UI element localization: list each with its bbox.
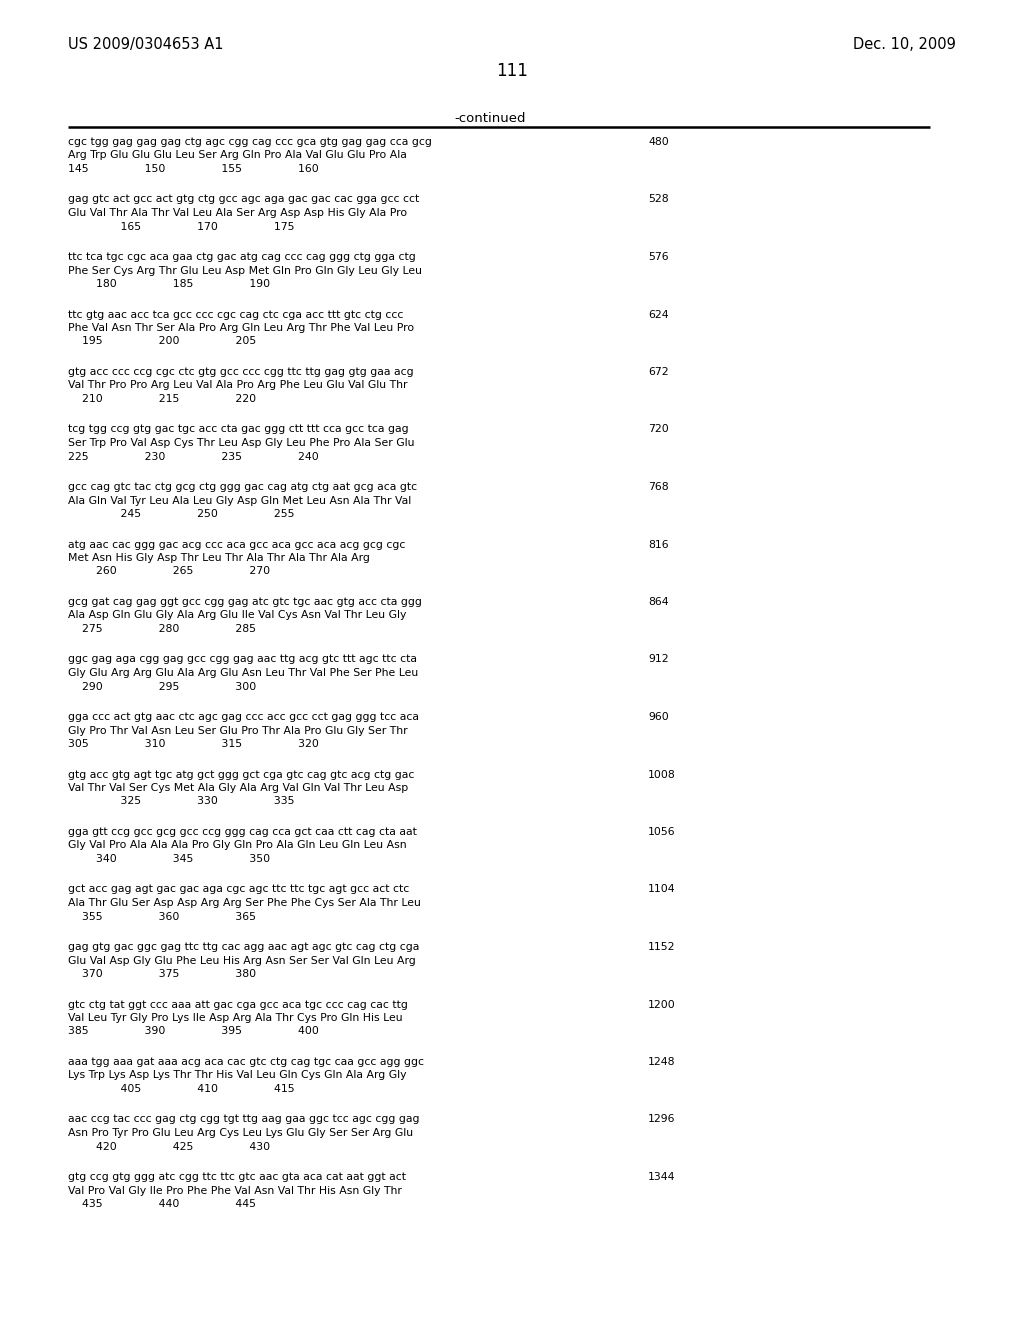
Text: gct acc gag agt gac gac aga cgc agc ttc ttc tgc agt gcc act ctc: gct acc gag agt gac gac aga cgc agc ttc … [68, 884, 410, 895]
Text: gtc ctg tat ggt ccc aaa att gac cga gcc aca tgc ccc cag cac ttg: gtc ctg tat ggt ccc aaa att gac cga gcc … [68, 999, 408, 1010]
Text: Phe Val Asn Thr Ser Ala Pro Arg Gln Leu Arg Thr Phe Val Leu Pro: Phe Val Asn Thr Ser Ala Pro Arg Gln Leu … [68, 323, 414, 333]
Text: 370                375                380: 370 375 380 [68, 969, 256, 979]
Text: aaa tgg aaa gat aaa acg aca cac gtc ctg cag tgc caa gcc agg ggc: aaa tgg aaa gat aaa acg aca cac gtc ctg … [68, 1057, 424, 1067]
Text: Glu Val Asp Gly Glu Phe Leu His Arg Asn Ser Ser Val Gln Leu Arg: Glu Val Asp Gly Glu Phe Leu His Arg Asn … [68, 956, 416, 965]
Text: 1008: 1008 [648, 770, 676, 780]
Text: 355                360                365: 355 360 365 [68, 912, 256, 921]
Text: 435                440                445: 435 440 445 [68, 1199, 256, 1209]
Text: Gly Pro Thr Val Asn Leu Ser Glu Pro Thr Ala Pro Glu Gly Ser Thr: Gly Pro Thr Val Asn Leu Ser Glu Pro Thr … [68, 726, 408, 735]
Text: ttc tca tgc cgc aca gaa ctg gac atg cag ccc cag ggg ctg gga ctg: ttc tca tgc cgc aca gaa ctg gac atg cag … [68, 252, 416, 261]
Text: gtg acc ccc ccg cgc ctc gtg gcc ccc cgg ttc ttg gag gtg gaa acg: gtg acc ccc ccg cgc ctc gtg gcc ccc cgg … [68, 367, 414, 378]
Text: 624: 624 [648, 309, 669, 319]
Text: Phe Ser Cys Arg Thr Glu Leu Asp Met Gln Pro Gln Gly Leu Gly Leu: Phe Ser Cys Arg Thr Glu Leu Asp Met Gln … [68, 265, 422, 276]
Text: Gly Glu Arg Arg Glu Ala Arg Glu Asn Leu Thr Val Phe Ser Phe Leu: Gly Glu Arg Arg Glu Ala Arg Glu Asn Leu … [68, 668, 418, 678]
Text: 245                250                255: 245 250 255 [68, 510, 295, 519]
Text: US 2009/0304653 A1: US 2009/0304653 A1 [68, 37, 223, 51]
Text: Ser Trp Pro Val Asp Cys Thr Leu Asp Gly Leu Phe Pro Ala Ser Glu: Ser Trp Pro Val Asp Cys Thr Leu Asp Gly … [68, 438, 415, 447]
Text: 145                150                155                160: 145 150 155 160 [68, 164, 318, 174]
Text: gtg acc gtg agt tgc atg gct ggg gct cga gtc cag gtc acg ctg gac: gtg acc gtg agt tgc atg gct ggg gct cga … [68, 770, 415, 780]
Text: Val Pro Val Gly Ile Pro Phe Phe Val Asn Val Thr His Asn Gly Thr: Val Pro Val Gly Ile Pro Phe Phe Val Asn … [68, 1185, 401, 1196]
Text: Val Thr Pro Pro Arg Leu Val Ala Pro Arg Phe Leu Glu Val Glu Thr: Val Thr Pro Pro Arg Leu Val Ala Pro Arg … [68, 380, 408, 391]
Text: 305                310                315                320: 305 310 315 320 [68, 739, 318, 748]
Text: 325                330                335: 325 330 335 [68, 796, 295, 807]
Text: Ala Thr Glu Ser Asp Asp Arg Arg Ser Phe Phe Cys Ser Ala Thr Leu: Ala Thr Glu Ser Asp Asp Arg Arg Ser Phe … [68, 898, 421, 908]
Text: 960: 960 [648, 711, 669, 722]
Text: 912: 912 [648, 655, 669, 664]
Text: gga gtt ccg gcc gcg gcc ccg ggg cag cca gct caa ctt cag cta aat: gga gtt ccg gcc gcg gcc ccg ggg cag cca … [68, 828, 417, 837]
Text: 165                170                175: 165 170 175 [68, 222, 295, 231]
Text: 180                185                190: 180 185 190 [68, 279, 270, 289]
Text: gcg gat cag gag ggt gcc cgg gag atc gtc tgc aac gtg acc cta ggg: gcg gat cag gag ggt gcc cgg gag atc gtc … [68, 597, 422, 607]
Text: -continued: -continued [455, 112, 525, 125]
Text: Dec. 10, 2009: Dec. 10, 2009 [853, 37, 956, 51]
Text: aac ccg tac ccc gag ctg cgg tgt ttg aag gaa ggc tcc agc cgg gag: aac ccg tac ccc gag ctg cgg tgt ttg aag … [68, 1114, 420, 1125]
Text: Val Thr Val Ser Cys Met Ala Gly Ala Arg Val Gln Val Thr Leu Asp: Val Thr Val Ser Cys Met Ala Gly Ala Arg … [68, 783, 409, 793]
Text: 1248: 1248 [648, 1057, 676, 1067]
Text: 290                295                300: 290 295 300 [68, 681, 256, 692]
Text: 195                200                205: 195 200 205 [68, 337, 256, 346]
Text: 480: 480 [648, 137, 669, 147]
Text: Asn Pro Tyr Pro Glu Leu Arg Cys Leu Lys Glu Gly Ser Ser Arg Glu: Asn Pro Tyr Pro Glu Leu Arg Cys Leu Lys … [68, 1129, 413, 1138]
Text: 385                390                395                400: 385 390 395 400 [68, 1027, 318, 1036]
Text: atg aac cac ggg gac acg ccc aca gcc aca gcc aca acg gcg cgc: atg aac cac ggg gac acg ccc aca gcc aca … [68, 540, 406, 549]
Text: 225                230                235                240: 225 230 235 240 [68, 451, 318, 462]
Text: ggc gag aga cgg gag gcc cgg gag aac ttg acg gtc ttt agc ttc cta: ggc gag aga cgg gag gcc cgg gag aac ttg … [68, 655, 417, 664]
Text: 576: 576 [648, 252, 669, 261]
Text: 768: 768 [648, 482, 669, 492]
Text: 260                265                270: 260 265 270 [68, 566, 270, 577]
Text: 1056: 1056 [648, 828, 676, 837]
Text: 864: 864 [648, 597, 669, 607]
Text: gag gtc act gcc act gtg ctg gcc agc aga gac gac cac gga gcc cct: gag gtc act gcc act gtg ctg gcc agc aga … [68, 194, 419, 205]
Text: 1152: 1152 [648, 942, 676, 952]
Text: Lys Trp Lys Asp Lys Thr Thr His Val Leu Gln Cys Gln Ala Arg Gly: Lys Trp Lys Asp Lys Thr Thr His Val Leu … [68, 1071, 407, 1081]
Text: 528: 528 [648, 194, 669, 205]
Text: 405                410                415: 405 410 415 [68, 1084, 295, 1094]
Text: 672: 672 [648, 367, 669, 378]
Text: 111: 111 [496, 62, 528, 81]
Text: 1104: 1104 [648, 884, 676, 895]
Text: 1200: 1200 [648, 999, 676, 1010]
Text: 720: 720 [648, 425, 669, 434]
Text: gga ccc act gtg aac ctc agc gag ccc acc gcc cct gag ggg tcc aca: gga ccc act gtg aac ctc agc gag ccc acc … [68, 711, 419, 722]
Text: cgc tgg gag gag gag ctg agc cgg cag ccc gca gtg gag gag cca gcg: cgc tgg gag gag gag ctg agc cgg cag ccc … [68, 137, 432, 147]
Text: 340                345                350: 340 345 350 [68, 854, 270, 865]
Text: Ala Asp Gln Glu Gly Ala Arg Glu Ile Val Cys Asn Val Thr Leu Gly: Ala Asp Gln Glu Gly Ala Arg Glu Ile Val … [68, 610, 407, 620]
Text: gcc cag gtc tac ctg gcg ctg ggg gac cag atg ctg aat gcg aca gtc: gcc cag gtc tac ctg gcg ctg ggg gac cag … [68, 482, 417, 492]
Text: Gly Val Pro Ala Ala Ala Pro Gly Gln Pro Ala Gln Leu Gln Leu Asn: Gly Val Pro Ala Ala Ala Pro Gly Gln Pro … [68, 841, 407, 850]
Text: Val Leu Tyr Gly Pro Lys Ile Asp Arg Ala Thr Cys Pro Gln His Leu: Val Leu Tyr Gly Pro Lys Ile Asp Arg Ala … [68, 1012, 402, 1023]
Text: 1296: 1296 [648, 1114, 676, 1125]
Text: gtg ccg gtg ggg atc cgg ttc ttc gtc aac gta aca cat aat ggt act: gtg ccg gtg ggg atc cgg ttc ttc gtc aac … [68, 1172, 406, 1181]
Text: Arg Trp Glu Glu Glu Leu Ser Arg Gln Pro Ala Val Glu Glu Pro Ala: Arg Trp Glu Glu Glu Leu Ser Arg Gln Pro … [68, 150, 407, 161]
Text: Ala Gln Val Tyr Leu Ala Leu Gly Asp Gln Met Leu Asn Ala Thr Val: Ala Gln Val Tyr Leu Ala Leu Gly Asp Gln … [68, 495, 412, 506]
Text: 1344: 1344 [648, 1172, 676, 1181]
Text: 210                215                220: 210 215 220 [68, 393, 256, 404]
Text: 420                425                430: 420 425 430 [68, 1142, 270, 1151]
Text: Glu Val Thr Ala Thr Val Leu Ala Ser Arg Asp Asp His Gly Ala Pro: Glu Val Thr Ala Thr Val Leu Ala Ser Arg … [68, 209, 408, 218]
Text: 275                280                285: 275 280 285 [68, 624, 256, 634]
Text: gag gtg gac ggc gag ttc ttg cac agg aac agt agc gtc cag ctg cga: gag gtg gac ggc gag ttc ttg cac agg aac … [68, 942, 420, 952]
Text: Met Asn His Gly Asp Thr Leu Thr Ala Thr Ala Thr Ala Arg: Met Asn His Gly Asp Thr Leu Thr Ala Thr … [68, 553, 370, 564]
Text: 816: 816 [648, 540, 669, 549]
Text: tcg tgg ccg gtg gac tgc acc cta gac ggg ctt ttt cca gcc tca gag: tcg tgg ccg gtg gac tgc acc cta gac ggg … [68, 425, 409, 434]
Text: ttc gtg aac acc tca gcc ccc cgc cag ctc cga acc ttt gtc ctg ccc: ttc gtg aac acc tca gcc ccc cgc cag ctc … [68, 309, 403, 319]
